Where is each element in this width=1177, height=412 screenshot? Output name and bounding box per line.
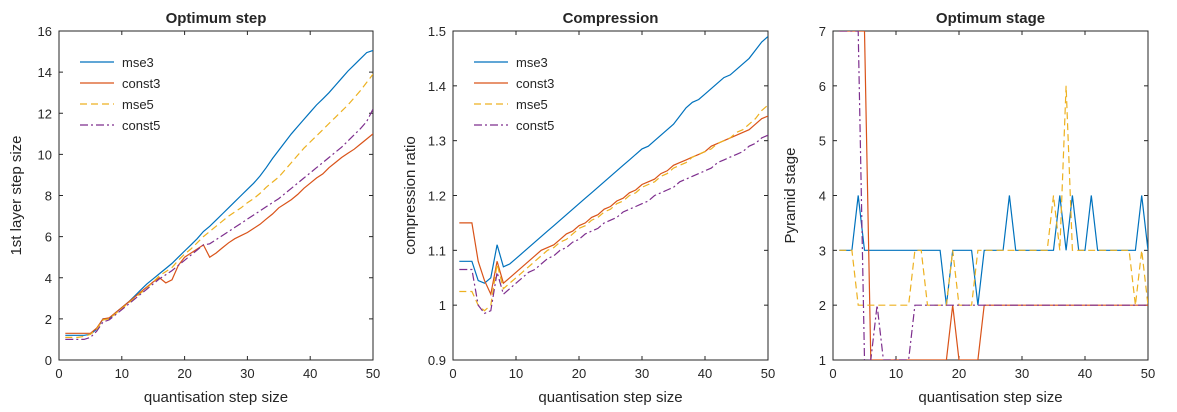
legend-label-const3: const3: [516, 76, 554, 91]
y-tick-label: 1.2: [428, 189, 446, 204]
y-tick-label: 0: [45, 353, 52, 368]
y-tick-label: 1.5: [428, 24, 446, 39]
x-axis-label: quantisation step size: [144, 389, 288, 406]
y-tick-label: 4: [45, 271, 52, 286]
y-tick-label: 12: [38, 106, 52, 121]
legend-label-const5: const5: [516, 118, 554, 133]
series-line-mse5: [839, 85, 1148, 306]
x-tick-label: 50: [1141, 366, 1155, 381]
series-line-const3: [459, 115, 768, 297]
chart-panel-1: 0 10 20 30 40 50 0 2 4 6 8 10 12 14 16 Optimum step quan…: [8, 10, 380, 406]
x-tick-label: 10: [115, 366, 129, 381]
legend-label-mse5: mse5: [122, 97, 154, 112]
y-tick-label: 14: [38, 65, 52, 80]
x-tick-label: 10: [509, 366, 523, 381]
x-tick-label: 0: [449, 366, 456, 381]
y-tick-label: 1: [819, 353, 826, 368]
y-axis-label: 1st layer step size: [8, 135, 25, 255]
y-tick-label: 7: [819, 24, 826, 39]
series-line-const5: [65, 108, 373, 340]
y-axis-label: Pyramid stage: [782, 148, 799, 244]
chart-panel-2: 0 10 20 30 40 50 0.9 1 1.1 1.2 1.3 1.4 1.5 Compressio…: [402, 10, 775, 406]
x-tick-label: 30: [240, 366, 254, 381]
y-tick-label: 0.9: [428, 353, 446, 368]
y-tick-label: 6: [819, 79, 826, 94]
x-tick-label: 50: [761, 366, 775, 381]
series-line-const3: [65, 133, 373, 334]
y-tick-label: 1.3: [428, 134, 446, 149]
x-tick-label: 10: [889, 366, 903, 381]
legend-label-mse3: mse3: [122, 55, 154, 70]
x-tick-label: 20: [572, 366, 586, 381]
y-tick-label: 10: [38, 147, 52, 162]
y-tick-label: 5: [819, 134, 826, 149]
legend: mse3 const3 mse5 const5: [474, 55, 554, 133]
plot-area: [832, 30, 1149, 361]
legend-label-mse5: mse5: [516, 97, 548, 112]
series-line-const5: [839, 31, 1148, 360]
legend: mse3 const3 mse5 const5: [80, 55, 160, 133]
x-tick-label: 30: [635, 366, 649, 381]
chart-title: Optimum stage: [936, 10, 1045, 27]
x-tick-label: 40: [698, 366, 712, 381]
y-tick-label: 4: [819, 189, 826, 204]
series-line-const5: [459, 134, 768, 315]
x-tick-label: 40: [1078, 366, 1092, 381]
legend-label-mse3: mse3: [516, 55, 548, 70]
y-tick-label: 16: [38, 24, 52, 39]
legend-label-const5: const5: [122, 118, 160, 133]
x-tick-label: 20: [177, 366, 191, 381]
plot-area: [58, 30, 374, 361]
x-tick-label: 20: [952, 366, 966, 381]
y-axis-label: compression ratio: [402, 136, 419, 254]
chart-title: Optimum step: [166, 10, 267, 27]
y-tick-label: 6: [45, 230, 52, 245]
x-axis-label: quantisation step size: [918, 389, 1062, 406]
x-tick-label: 0: [55, 366, 62, 381]
series-line-mse3: [839, 195, 1148, 306]
y-tick-label: 2: [819, 298, 826, 313]
series-line-mse5: [65, 73, 373, 338]
chart-panel-3: 0 10 20 30 40 50 1 2 3 4 5 6 7 Optimum stage quantisat…: [782, 10, 1155, 406]
y-tick-label: 1: [439, 298, 446, 313]
x-axis-label: quantisation step size: [538, 389, 682, 406]
y-tick-label: 8: [45, 189, 52, 204]
x-tick-label: 30: [1015, 366, 1029, 381]
y-tick-label: 1.4: [428, 79, 446, 94]
series-line-mse5: [459, 104, 768, 312]
x-tick-label: 0: [829, 366, 836, 381]
series-line-mse3: [459, 36, 768, 284]
x-tick-label: 50: [366, 366, 380, 381]
y-tick-label: 3: [819, 243, 826, 258]
y-tick-label: 2: [45, 312, 52, 327]
legend-label-const3: const3: [122, 76, 160, 91]
x-tick-label: 40: [303, 366, 317, 381]
y-tick-label: 1.1: [428, 243, 446, 258]
chart-title: Compression: [563, 10, 659, 27]
